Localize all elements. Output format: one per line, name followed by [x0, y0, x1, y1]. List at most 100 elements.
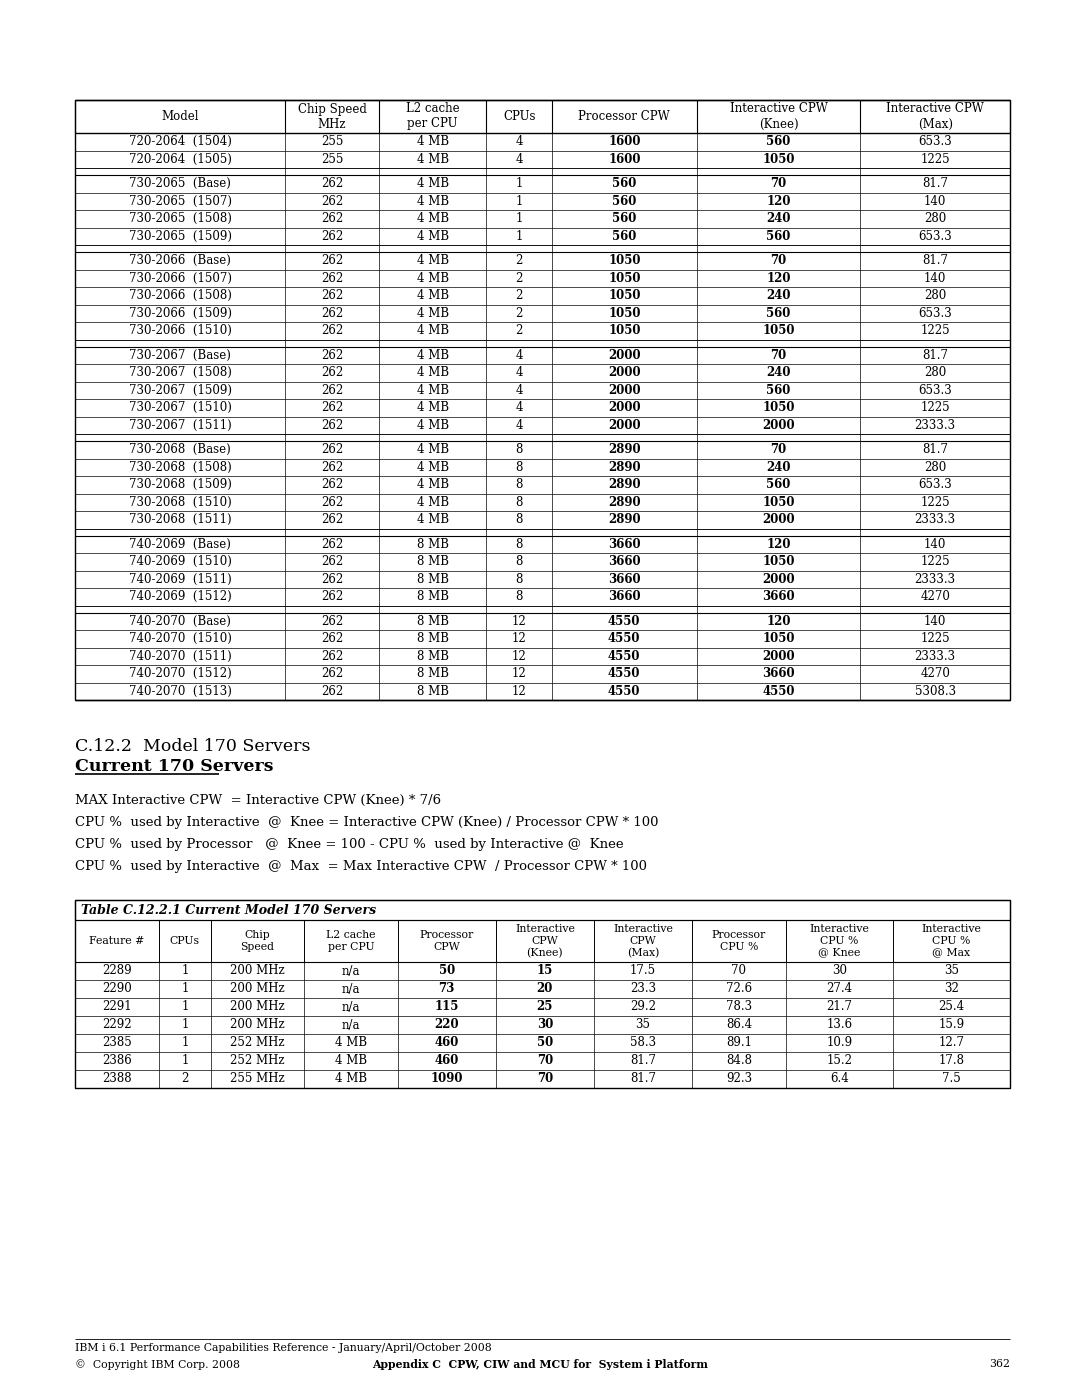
Text: 4550: 4550 — [608, 668, 640, 680]
Text: 362: 362 — [989, 1359, 1010, 1369]
Text: 1050: 1050 — [762, 633, 795, 645]
Text: 8: 8 — [515, 538, 523, 550]
Text: 2: 2 — [181, 1073, 189, 1085]
Text: 4550: 4550 — [608, 685, 640, 697]
Text: 25: 25 — [537, 1000, 553, 1013]
Text: 262: 262 — [321, 289, 343, 302]
Text: 460: 460 — [434, 1037, 459, 1049]
Text: 4 MB: 4 MB — [417, 194, 448, 208]
Text: 27.4: 27.4 — [826, 982, 852, 996]
Text: 8: 8 — [515, 496, 523, 509]
Text: 2: 2 — [515, 307, 523, 320]
Text: 8 MB: 8 MB — [417, 685, 448, 697]
Text: 8: 8 — [515, 461, 523, 474]
Text: 2: 2 — [515, 324, 523, 337]
Text: 81.7: 81.7 — [922, 349, 948, 362]
Text: 4 MB: 4 MB — [417, 212, 448, 225]
Text: 730-2068  (1511): 730-2068 (1511) — [129, 513, 231, 527]
Text: 560: 560 — [767, 384, 791, 397]
Text: 262: 262 — [321, 349, 343, 362]
Text: 4550: 4550 — [608, 650, 640, 662]
Text: 4 MB: 4 MB — [417, 461, 448, 474]
Text: 280: 280 — [924, 366, 946, 379]
Text: 262: 262 — [321, 615, 343, 627]
Text: 35: 35 — [635, 1018, 650, 1031]
Text: Current 170 Servers: Current 170 Servers — [75, 759, 273, 775]
Text: 1050: 1050 — [762, 401, 795, 415]
Text: 7.5: 7.5 — [942, 1073, 961, 1085]
Text: Interactive
CPW
(Knee): Interactive CPW (Knee) — [515, 925, 575, 958]
Text: 2: 2 — [515, 272, 523, 285]
Text: 1225: 1225 — [920, 496, 950, 509]
Text: 50: 50 — [537, 1037, 553, 1049]
Text: 262: 262 — [321, 573, 343, 585]
Text: 1050: 1050 — [608, 272, 640, 285]
Text: Interactive
CPW
(Max): Interactive CPW (Max) — [613, 925, 673, 958]
Text: Interactive
CPU %
@ Max: Interactive CPU % @ Max — [921, 925, 982, 957]
Text: 12: 12 — [512, 668, 527, 680]
Text: 12: 12 — [512, 615, 527, 627]
Text: CPU %  used by Processor   @  Knee = 100 - CPU %  used by Interactive @  Knee: CPU % used by Processor @ Knee = 100 - C… — [75, 838, 623, 851]
Text: 240: 240 — [767, 366, 791, 379]
Text: 2890: 2890 — [608, 513, 640, 527]
Text: 1050: 1050 — [762, 324, 795, 337]
Text: 4 MB: 4 MB — [417, 289, 448, 302]
Text: 262: 262 — [321, 513, 343, 527]
Text: n/a: n/a — [341, 1018, 360, 1031]
Text: 2333.3: 2333.3 — [915, 573, 956, 585]
Text: 15: 15 — [537, 964, 553, 978]
Text: CPU %  used by Interactive  @  Knee = Interactive CPW (Knee) / Processor CPW * 1: CPU % used by Interactive @ Knee = Inter… — [75, 816, 659, 828]
Text: 4 MB: 4 MB — [417, 229, 448, 243]
Text: 262: 262 — [321, 591, 343, 604]
Text: 70: 70 — [770, 254, 786, 267]
Text: 262: 262 — [321, 685, 343, 697]
Text: 1225: 1225 — [920, 633, 950, 645]
Text: 262: 262 — [321, 650, 343, 662]
Text: C.12.2  Model 170 Servers: C.12.2 Model 170 Servers — [75, 738, 311, 754]
Text: 5308.3: 5308.3 — [915, 685, 956, 697]
Text: 1600: 1600 — [608, 152, 640, 166]
Text: 21.7: 21.7 — [826, 1000, 852, 1013]
Text: 2333.3: 2333.3 — [915, 419, 956, 432]
Text: 1050: 1050 — [608, 254, 640, 267]
Text: L2 cache
per CPU: L2 cache per CPU — [406, 102, 459, 130]
Text: 262: 262 — [321, 366, 343, 379]
Text: 2290: 2290 — [103, 982, 132, 996]
Text: 1050: 1050 — [608, 324, 640, 337]
Text: 280: 280 — [924, 461, 946, 474]
Text: 200 MHz: 200 MHz — [230, 982, 285, 996]
Text: 1: 1 — [515, 177, 523, 190]
Text: 740-2069  (Base): 740-2069 (Base) — [130, 538, 231, 550]
Text: 70: 70 — [770, 177, 786, 190]
Text: 730-2066  (1510): 730-2066 (1510) — [129, 324, 231, 337]
Text: 58.3: 58.3 — [630, 1037, 656, 1049]
Text: 262: 262 — [321, 272, 343, 285]
Text: 200 MHz: 200 MHz — [230, 1018, 285, 1031]
Text: 4 MB: 4 MB — [417, 152, 448, 166]
Text: 1600: 1600 — [608, 136, 640, 148]
Text: 740-2070  (1512): 740-2070 (1512) — [129, 668, 231, 680]
Text: 730-2068  (Base): 730-2068 (Base) — [130, 443, 231, 457]
Text: 200 MHz: 200 MHz — [230, 1000, 285, 1013]
Text: 73: 73 — [438, 982, 455, 996]
Text: 4 MB: 4 MB — [417, 177, 448, 190]
Text: 220: 220 — [434, 1018, 459, 1031]
Text: Processor CPW: Processor CPW — [579, 110, 671, 123]
Text: 653.3: 653.3 — [918, 307, 953, 320]
Text: 2292: 2292 — [103, 1018, 132, 1031]
Text: 89.1: 89.1 — [726, 1037, 752, 1049]
Text: 3660: 3660 — [608, 555, 640, 569]
Text: 240: 240 — [767, 212, 791, 225]
Text: 17.5: 17.5 — [630, 964, 656, 978]
Text: 2000: 2000 — [762, 513, 795, 527]
Text: 4 MB: 4 MB — [417, 272, 448, 285]
Text: 262: 262 — [321, 461, 343, 474]
Text: 3660: 3660 — [608, 573, 640, 585]
Text: 1: 1 — [181, 964, 189, 978]
Text: 2000: 2000 — [608, 401, 640, 415]
Text: 730-2065  (1507): 730-2065 (1507) — [129, 194, 232, 208]
Text: IBM i 6.1 Performance Capabilities Reference - January/April/October 2008: IBM i 6.1 Performance Capabilities Refer… — [75, 1343, 491, 1354]
Text: 262: 262 — [321, 177, 343, 190]
Text: 1: 1 — [515, 212, 523, 225]
Text: 730-2067  (Base): 730-2067 (Base) — [130, 349, 231, 362]
